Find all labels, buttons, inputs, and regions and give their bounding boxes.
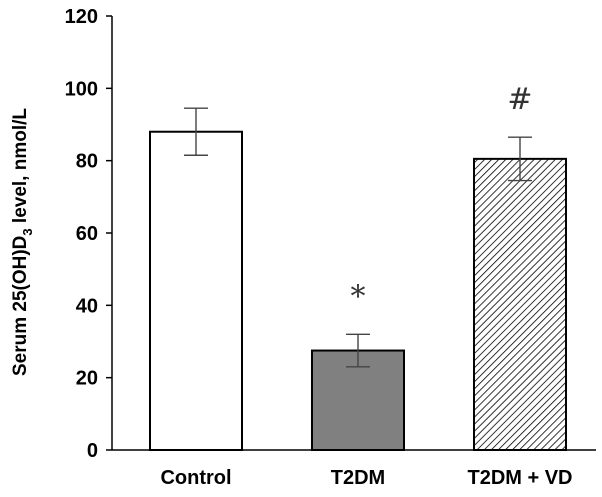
error-bar [508,136,532,182]
x-category-label: Control [160,467,231,489]
significance-asterisk: * [351,279,366,314]
significance-annotations: *# [351,82,533,314]
svg-text:Serum 25(OH)D3 level, nmol/L: Serum 25(OH)D3 level, nmol/L [10,108,35,376]
bar-t2dm-vd [473,157,567,451]
y-tick-label: 20 [76,368,98,390]
y-tick-label: 100 [65,78,98,100]
y-tick-label: 80 [76,151,98,173]
significance-hash: # [507,82,532,117]
y-tick-label: 120 [65,6,98,28]
y-tick-label: 60 [76,223,98,245]
error-bar [346,333,370,368]
error-bars [184,107,532,368]
y-axis-label-main: Serum 25(OH)D [10,236,31,376]
y-tick-label: 40 [76,295,98,317]
x-axis-category-labels: Control T2DM T2DM + VD [160,467,572,489]
y-axis-label: Serum 25(OH)D3 level, nmol/L [10,108,35,376]
x-category-label: T2DM + VD [467,467,572,489]
x-category-label: T2DM [331,467,385,489]
y-axis-ticks: 0 20 40 60 80 100 120 [65,6,112,462]
y-tick-label: 0 [87,440,98,462]
y-axis-label-rest: level, nmol/L [10,108,31,229]
y-axis-label-subscript: 3 [20,228,35,235]
error-bar [184,107,208,156]
bar-control [149,130,243,451]
